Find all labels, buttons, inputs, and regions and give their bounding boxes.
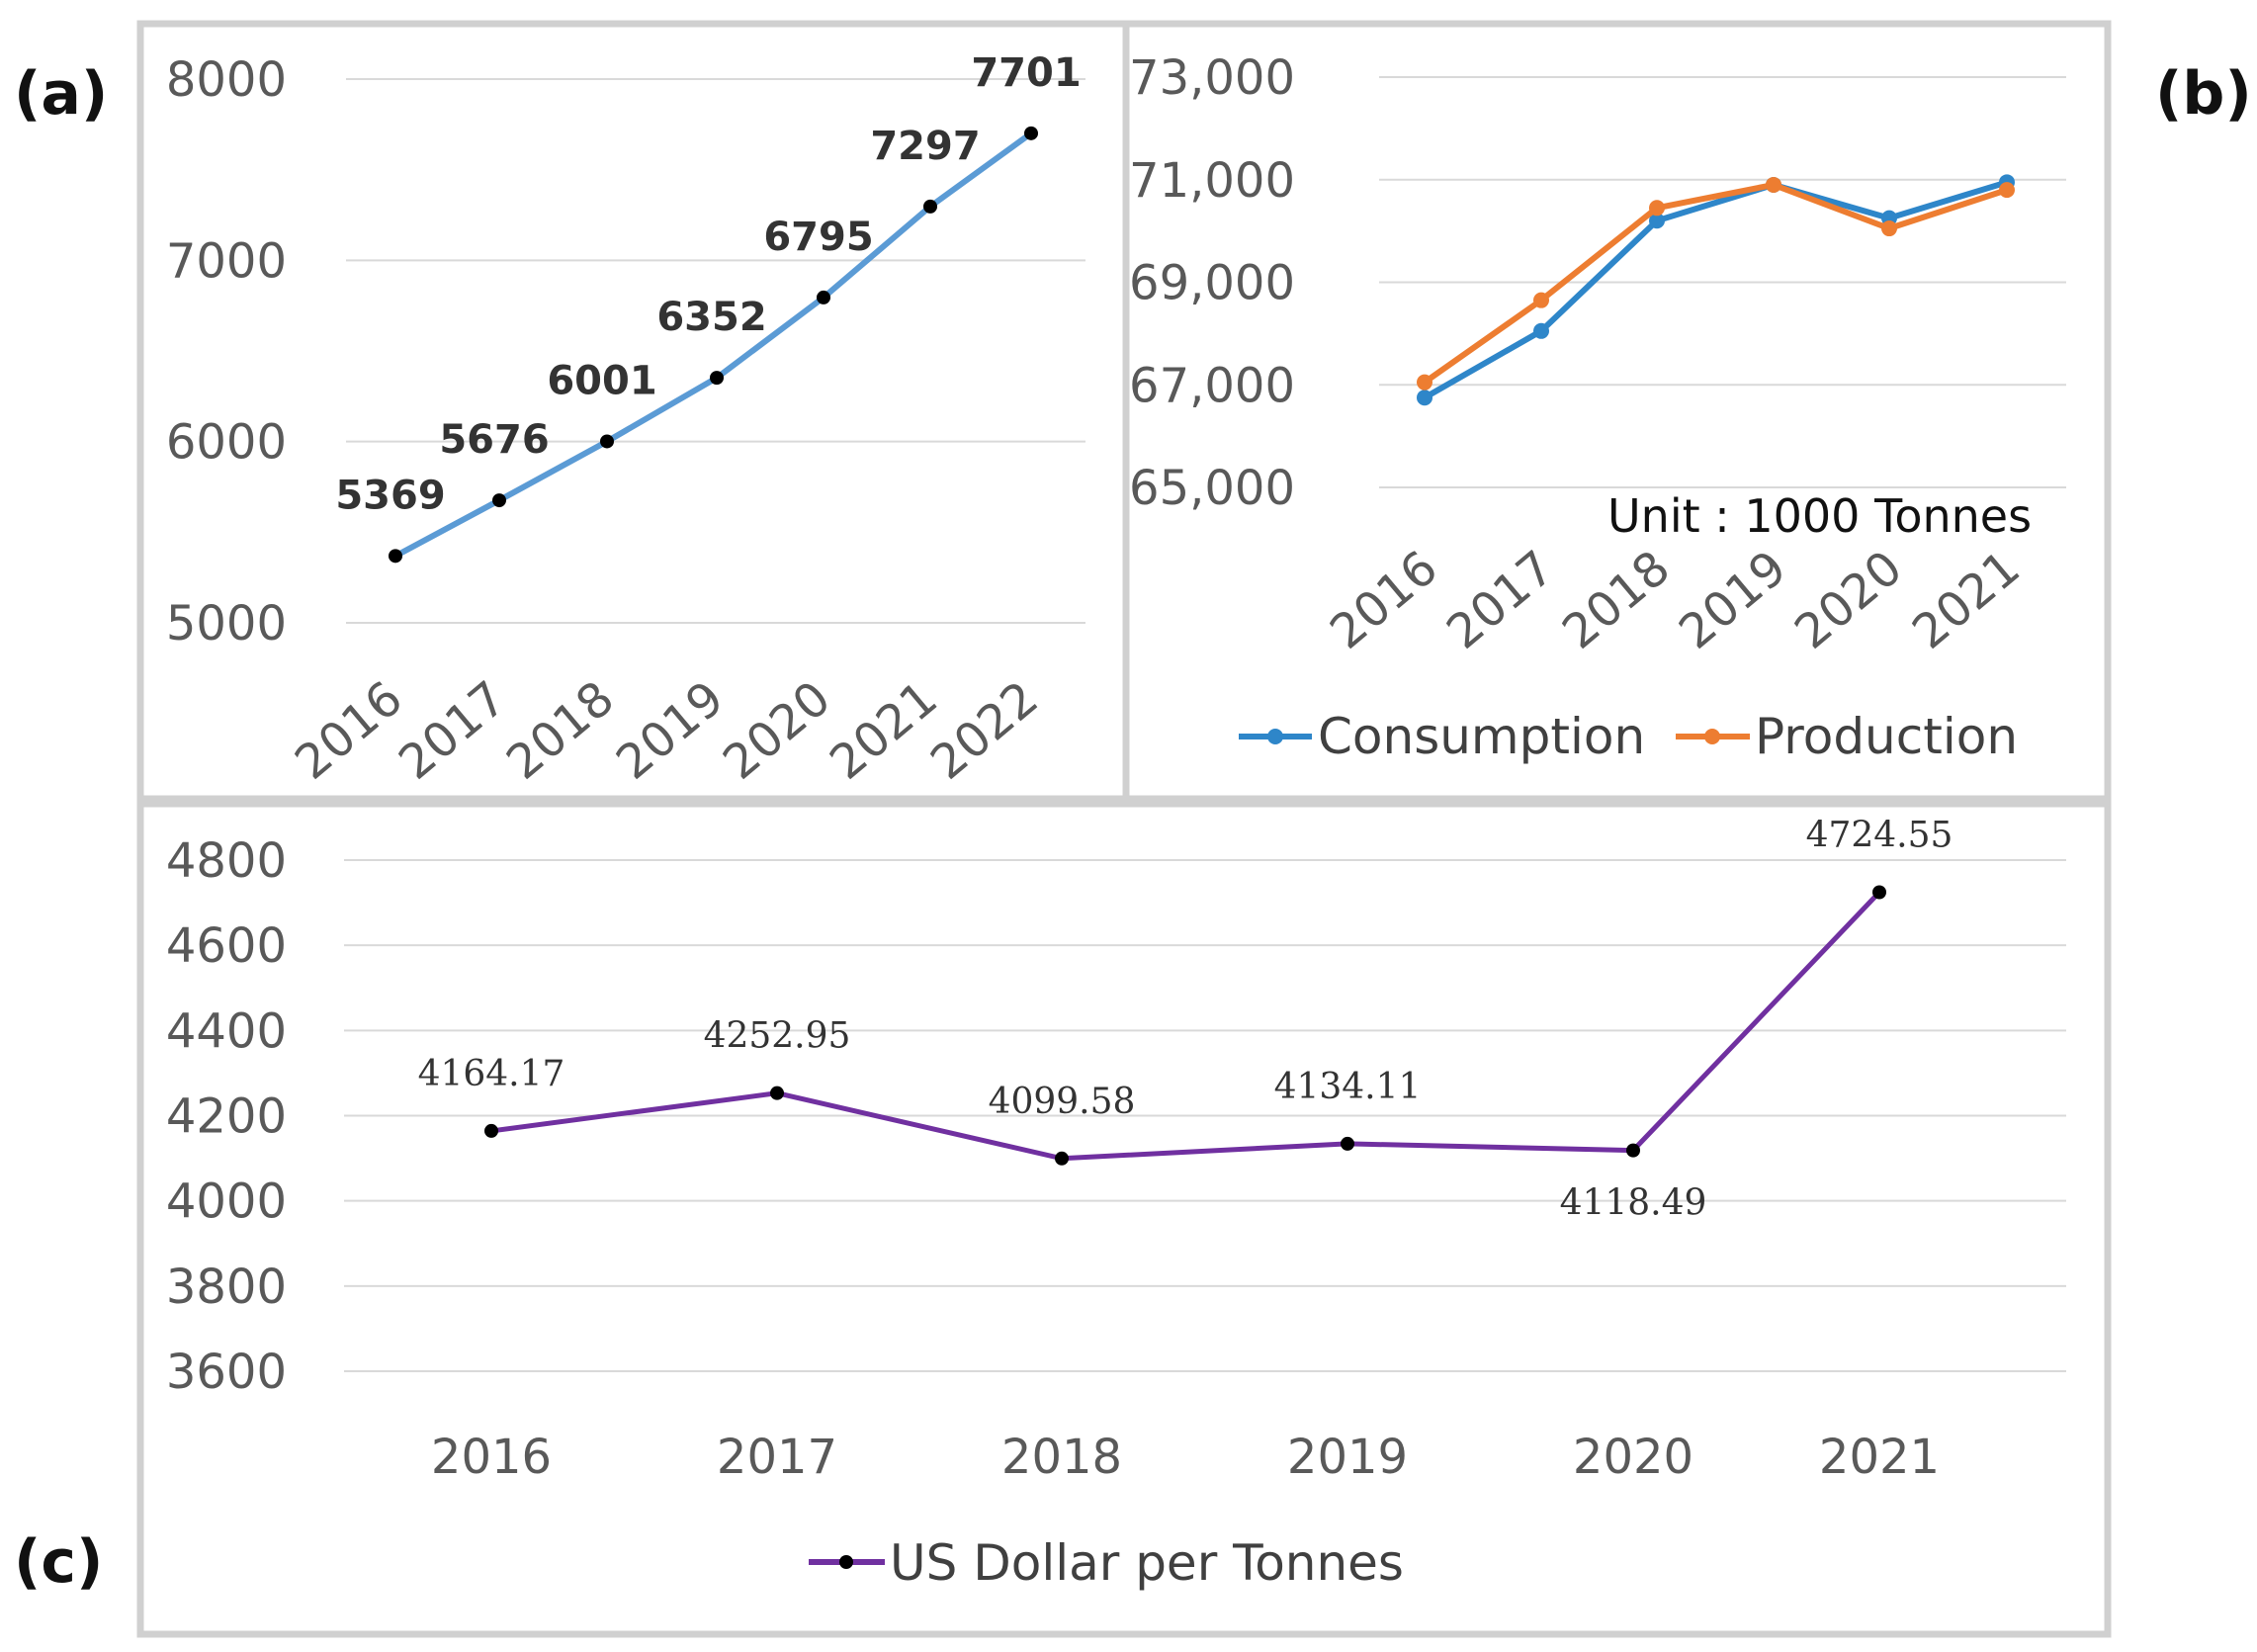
y-tick-label: 7000	[166, 233, 287, 289]
data-point	[600, 434, 614, 449]
data-label: 4164.17	[418, 1054, 565, 1094]
x-tick-label: 2016	[285, 670, 413, 790]
consumption-point	[1649, 213, 1665, 229]
y-tick-label: 8000	[166, 52, 287, 108]
production-point	[1881, 220, 1897, 237]
data-point	[710, 371, 724, 386]
data-point	[1341, 1136, 1354, 1151]
unit-annotation: Unit : 1000 Tonnes	[1607, 489, 2032, 543]
data-label: 4252.95	[704, 1016, 851, 1057]
data-point	[492, 493, 506, 508]
data-label: 4118.49	[1560, 1183, 1707, 1224]
x-tick-label: 2021	[1819, 1430, 1940, 1485]
x-tick-label: 2021	[1902, 540, 2031, 659]
legend-consumption-label: Consumption	[1318, 708, 1645, 765]
data-label: 4724.55	[1806, 816, 1953, 856]
panel-b-frame	[1122, 20, 2112, 803]
x-tick-label: 2019	[1287, 1430, 1408, 1485]
y-tick-label: 4000	[166, 1174, 287, 1230]
production-point	[1649, 200, 1665, 217]
data-label: 6352	[656, 295, 766, 340]
data-point	[1872, 885, 1886, 900]
data-label: 5676	[439, 417, 549, 463]
x-tick-label: 2020	[1784, 540, 1913, 659]
data-label: 7701	[971, 50, 1081, 96]
x-tick-label: 2020	[1573, 1430, 1693, 1485]
panel-label-c: (c)	[14, 1527, 103, 1597]
production-point	[1766, 176, 1781, 193]
consumption-point	[1417, 390, 1432, 406]
x-tick-label: 2017	[389, 670, 517, 790]
legend-production-marker	[1704, 729, 1720, 744]
data-point	[1024, 126, 1038, 140]
x-tick-label: 2021	[820, 670, 948, 790]
y-tick-label: 4800	[166, 833, 287, 889]
y-tick-label: 3600	[166, 1345, 287, 1400]
x-tick-label: 2019	[606, 670, 735, 790]
data-point	[770, 1086, 784, 1100]
series-line	[393, 130, 1033, 559]
y-tick-label: 65,000	[1129, 461, 1295, 516]
consumption-line	[1423, 179, 2008, 400]
x-tick-label: 2020	[713, 670, 841, 790]
y-tick-label: 69,000	[1129, 256, 1295, 311]
consumption-point	[1533, 322, 1549, 339]
data-point	[923, 199, 937, 214]
x-tick-label: 2022	[920, 670, 1049, 790]
y-tick-label: 6000	[166, 415, 287, 471]
chart-b: 65,000 67,000 69,000 71,000 73,000 Unit : 100…	[1129, 50, 2066, 765]
y-tick-label: 4400	[166, 1003, 287, 1059]
x-tick-label: 2019	[1669, 540, 1797, 659]
y-tick-label: 4200	[166, 1089, 287, 1145]
data-point	[484, 1123, 498, 1138]
panel-label-a: (a)	[14, 59, 108, 129]
production-point	[1417, 374, 1432, 391]
x-tick-label: 2018	[1001, 1430, 1122, 1485]
production-point	[1999, 182, 2015, 199]
data-label: 4099.58	[989, 1082, 1136, 1122]
data-point	[1626, 1143, 1640, 1158]
price-line	[490, 890, 1881, 1162]
y-tick-label: 4600	[166, 918, 287, 974]
data-point	[1055, 1151, 1069, 1166]
panel-c-frame	[136, 800, 2112, 1638]
x-tick-label: 2017	[1436, 540, 1565, 659]
legend-consumption-marker	[1267, 729, 1283, 744]
legend-price-marker	[839, 1555, 853, 1569]
x-tick-label: 2018	[1552, 540, 1681, 659]
y-tick-label: 67,000	[1129, 358, 1295, 413]
x-tick-label: 2018	[496, 670, 625, 790]
data-label: 4134.11	[1274, 1067, 1422, 1107]
x-tick-label: 2017	[717, 1430, 837, 1485]
data-label: 7297	[870, 124, 980, 169]
production-point	[1533, 292, 1549, 308]
data-label: 6795	[763, 215, 873, 260]
panel-label-b: (b)	[2155, 59, 2252, 129]
data-point	[817, 290, 830, 304]
data-label: 5369	[335, 473, 445, 518]
x-tick-label: 2016	[1320, 540, 1448, 659]
y-tick-label: 5000	[166, 596, 287, 652]
production-line	[1423, 181, 2008, 386]
legend-production-label: Production	[1755, 708, 2018, 765]
chart-c: 3600 3800 4000 4200 4400 4600 4800 4164.17 4252.…	[166, 816, 2066, 1592]
legend-price-label: US Dollar per Tonnes	[890, 1534, 1404, 1592]
x-tick-label: 2016	[431, 1430, 552, 1485]
y-tick-label: 71,000	[1129, 153, 1295, 209]
y-tick-label: 73,000	[1129, 50, 1295, 106]
y-tick-label: 3800	[166, 1260, 287, 1315]
data-point	[389, 549, 402, 564]
data-label: 6001	[547, 358, 656, 403]
